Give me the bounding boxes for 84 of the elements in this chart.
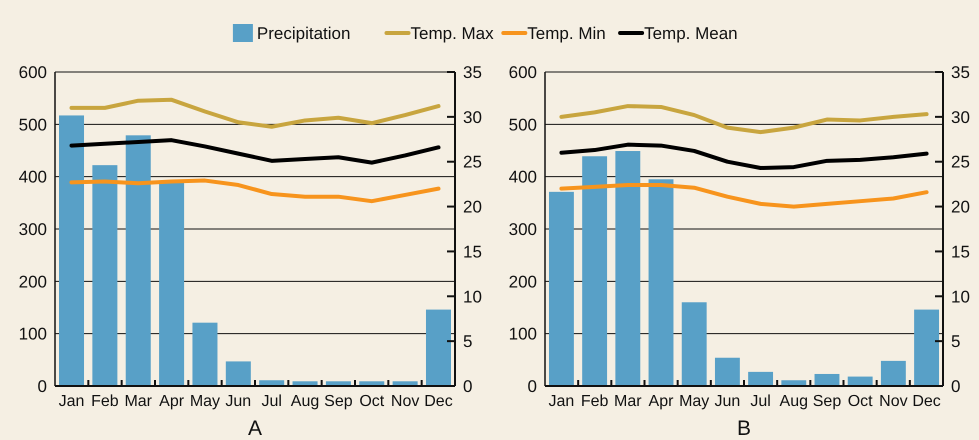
x-tick-label: May: [679, 393, 710, 410]
line-series: [559, 183, 929, 209]
bar: [682, 302, 707, 386]
x-tick-label: Aug: [780, 393, 808, 410]
bar: [226, 361, 251, 386]
y-tick-label: 500: [18, 115, 47, 134]
x-tick-label: Sep: [812, 393, 842, 410]
x-tick-label: Jul: [750, 393, 771, 410]
x-tick-label: Jul: [261, 393, 282, 410]
y2-tick-label: 35: [951, 63, 970, 82]
y2-tick-label: 35: [463, 63, 482, 82]
x-tick-label: Mar: [124, 393, 153, 410]
x-tick-label: Jun: [225, 393, 252, 410]
y2-tick-label: 0: [463, 377, 472, 396]
x-tick-label: Oct: [848, 393, 874, 410]
bar: [814, 374, 840, 386]
bar: [748, 372, 774, 386]
line-series: [70, 138, 440, 165]
line-series: [559, 104, 929, 134]
bar: [615, 151, 640, 386]
y2-tick-label: 25: [463, 152, 482, 172]
y2-tick-label: 15: [463, 242, 482, 262]
bar: [648, 179, 674, 386]
legend-label: Precipitation: [256, 24, 350, 43]
y-tick-label: 500: [508, 115, 537, 134]
legend-label: Temp. Mean: [644, 24, 738, 43]
line-series: [559, 142, 929, 170]
y2-tick-label: 25: [951, 152, 970, 172]
x-tick-label: Aug: [290, 393, 320, 410]
y-tick-label: 100: [508, 324, 537, 344]
line-series: [70, 178, 440, 204]
legend-label: Temp. Min: [527, 24, 606, 43]
y2-tick-label: 0: [951, 377, 960, 396]
x-tick-label: Feb: [580, 393, 609, 410]
x-axis-title: A: [248, 417, 262, 440]
x-tick-label: Mar: [614, 393, 642, 410]
y-tick-label: 300: [18, 220, 47, 239]
x-tick-label: Jan: [58, 393, 84, 410]
bar: [126, 135, 151, 386]
y2-tick-label: 20: [463, 198, 482, 217]
x-tick-label: Jun: [714, 393, 740, 410]
x-tick-label: Apr: [159, 393, 185, 410]
y2-tick-label: 5: [463, 332, 472, 352]
legend-label: Temp. Max: [410, 24, 494, 43]
x-tick-label: May: [190, 393, 220, 410]
y-tick-label: 100: [18, 324, 47, 344]
bar: [848, 376, 873, 386]
y2-tick-label: 30: [951, 108, 970, 127]
x-tick-label: Dec: [424, 393, 453, 410]
bar: [880, 360, 906, 386]
y2-tick-label: 10: [463, 287, 482, 306]
line-series: [70, 98, 440, 129]
bar: [426, 310, 451, 386]
y-tick-label: 600: [508, 63, 537, 82]
x-axis-title: B: [736, 417, 752, 440]
x-tick-label: Jan: [548, 393, 574, 410]
y-tick-label: 200: [18, 272, 47, 292]
y2-tick-label: 20: [951, 198, 970, 217]
y2-tick-label: 10: [951, 287, 970, 306]
x-tick-label: Apr: [648, 393, 674, 410]
bar: [714, 358, 740, 386]
y2-tick-label: 15: [951, 242, 970, 262]
bar: [548, 192, 574, 386]
x-tick-label: Sep: [324, 393, 353, 410]
bar: [914, 310, 940, 386]
bar: [92, 165, 118, 386]
y-tick-label: 400: [508, 168, 537, 187]
x-tick-label: Oct: [359, 393, 385, 410]
bar: [59, 115, 84, 386]
y-tick-label: 0: [38, 377, 47, 396]
y-tick-label: 200: [508, 272, 537, 292]
bar: [582, 156, 608, 386]
y-tick-label: 400: [18, 168, 47, 187]
x-tick-label: Nov: [879, 393, 908, 410]
x-tick-label: Nov: [390, 393, 420, 410]
y-tick-label: 600: [18, 63, 47, 82]
y2-tick-label: 5: [951, 332, 960, 352]
y2-tick-label: 30: [463, 108, 482, 127]
y-tick-label: 300: [508, 220, 537, 239]
x-tick-label: Dec: [912, 393, 941, 410]
bar: [192, 322, 218, 386]
x-tick-label: Feb: [91, 393, 119, 410]
y-tick-label: 0: [528, 377, 537, 396]
bar: [159, 182, 184, 386]
